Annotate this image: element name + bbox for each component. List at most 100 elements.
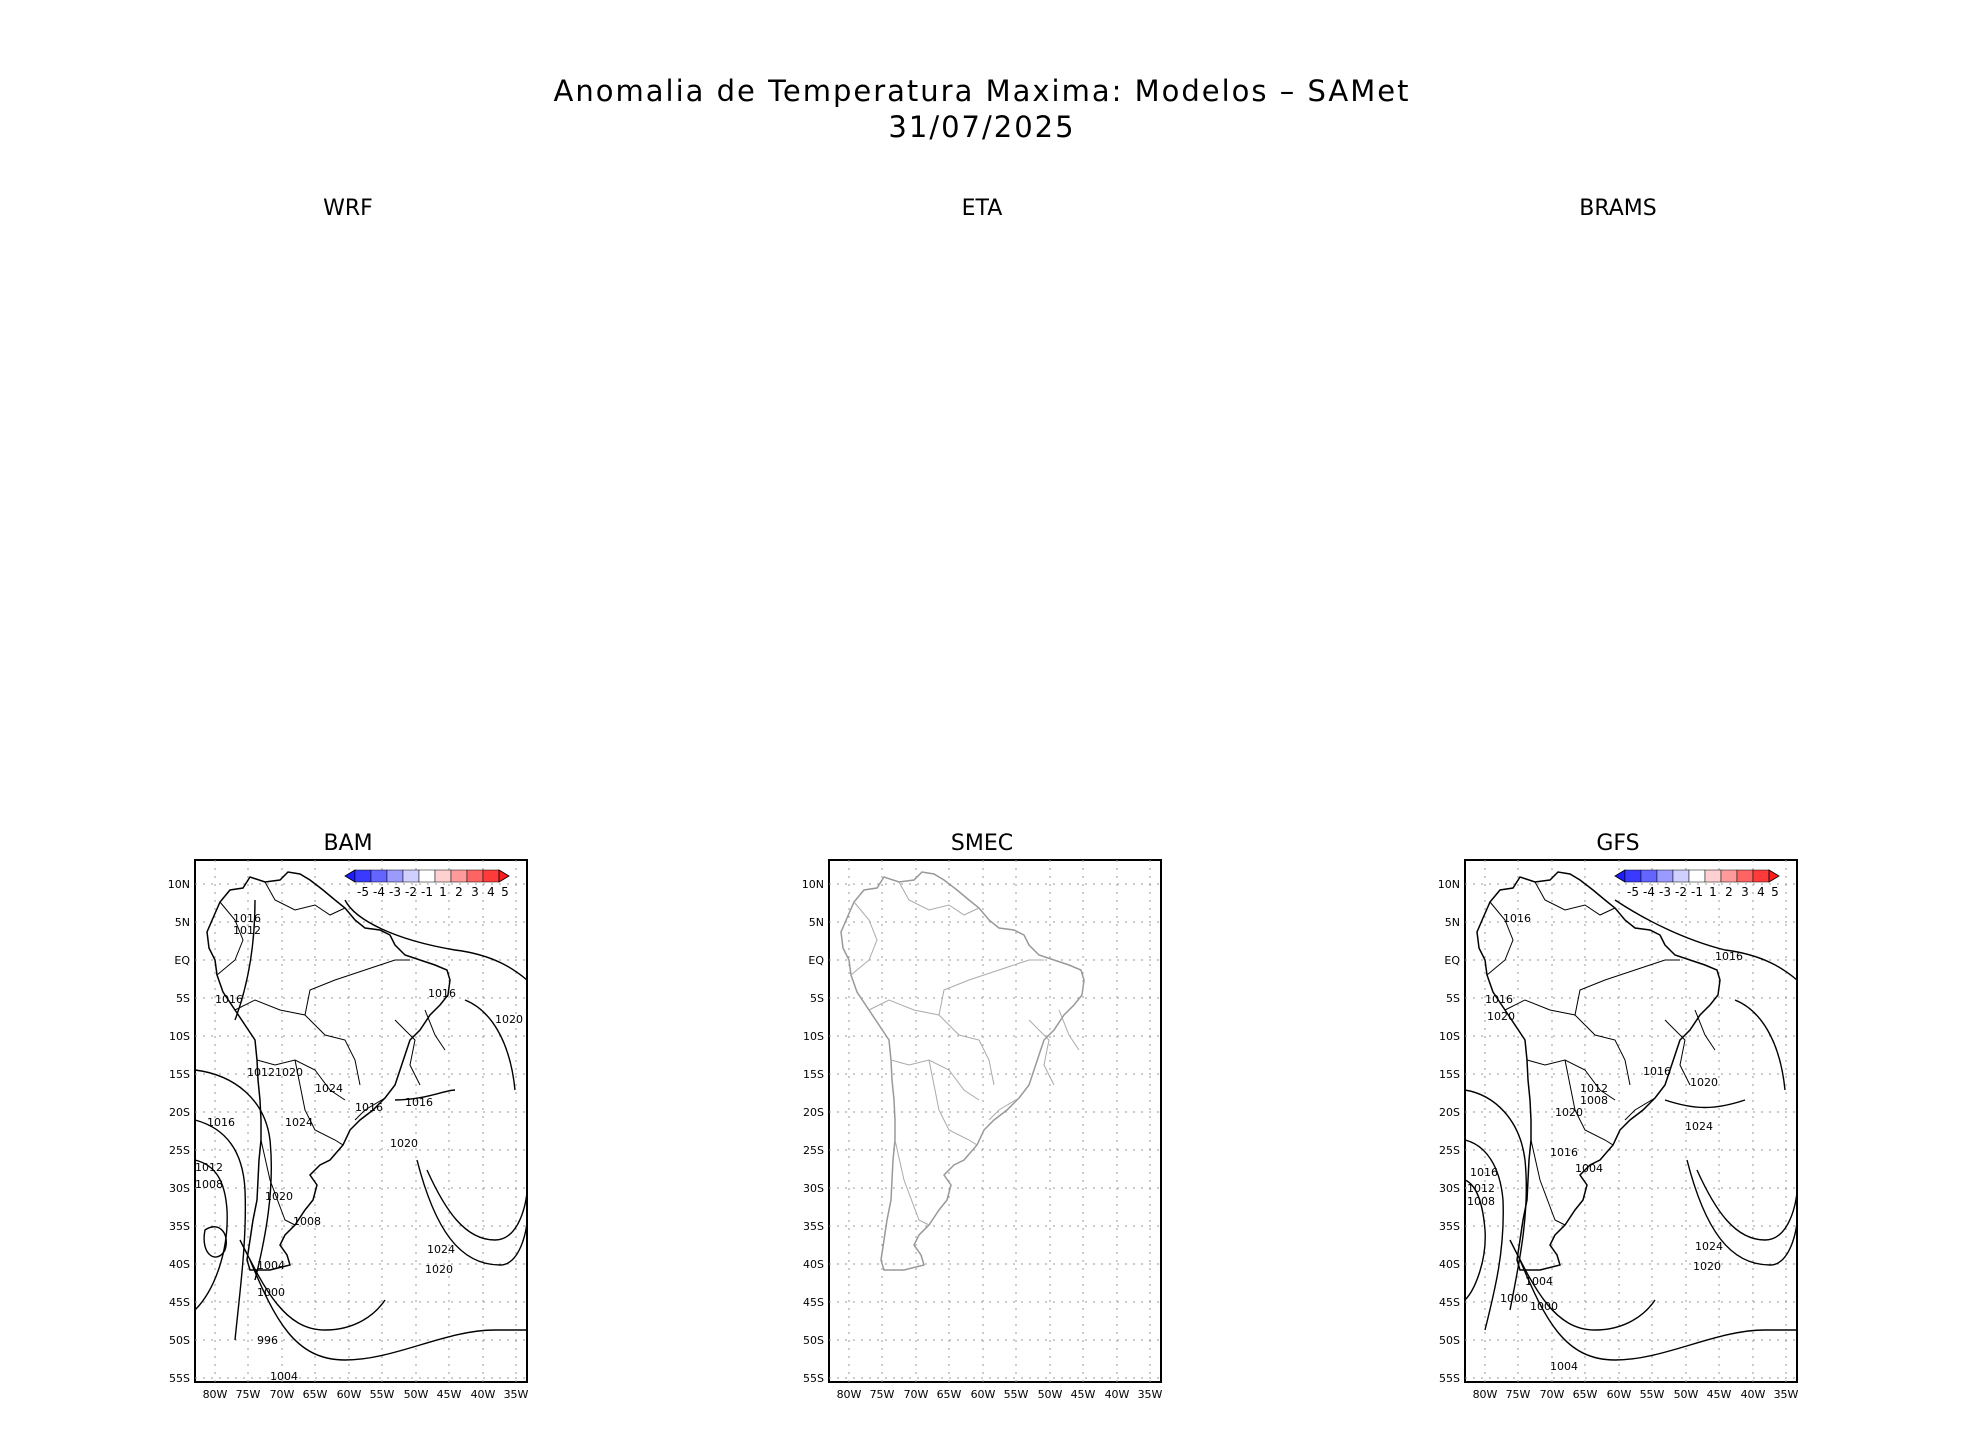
cb-label: 2 bbox=[1725, 885, 1733, 899]
cb-label: -4 bbox=[1643, 885, 1655, 899]
isobar-label: 1020 bbox=[390, 1137, 418, 1150]
panel-title-eta: ETA bbox=[961, 196, 1003, 221]
lat-tick: 25S bbox=[803, 1144, 824, 1157]
lon-tick: 75W bbox=[870, 1388, 895, 1401]
lat-tick: 45S bbox=[169, 1296, 190, 1309]
isobar-label: 1020 bbox=[1690, 1076, 1718, 1089]
lon-tick: 65W bbox=[1573, 1388, 1598, 1401]
isobar-label: 1020 bbox=[495, 1013, 523, 1026]
lon-tick: 55W bbox=[1004, 1388, 1029, 1401]
isobar-labels: 1016 1012 1016 1016 1020 1012 1020 1024 … bbox=[195, 912, 523, 1383]
lat-tick: 15S bbox=[803, 1068, 824, 1081]
isobar-label: 1008 bbox=[195, 1178, 223, 1191]
lat-tick: 40S bbox=[803, 1258, 824, 1271]
lon-tick: 50W bbox=[404, 1388, 429, 1401]
lat-tick: 25S bbox=[1439, 1144, 1460, 1157]
isobar-label: 1020 bbox=[1487, 1010, 1515, 1023]
cb-label: 4 bbox=[1757, 885, 1765, 899]
lon-tick: 75W bbox=[236, 1388, 261, 1401]
cb-label: 4 bbox=[487, 885, 495, 899]
lon-tick: 55W bbox=[1640, 1388, 1665, 1401]
isobar-label: 1008 bbox=[1580, 1094, 1608, 1107]
lat-tick: 10S bbox=[803, 1030, 824, 1043]
lon-tick: 35W bbox=[1774, 1388, 1799, 1401]
lat-tick: 15S bbox=[1439, 1068, 1460, 1081]
isobar-label: 1012 bbox=[195, 1161, 223, 1174]
borders bbox=[850, 881, 1080, 1226]
isobar-label: 1000 bbox=[1500, 1292, 1528, 1305]
isobar-label: 1024 bbox=[1695, 1240, 1723, 1253]
lat-tick: 10N bbox=[168, 878, 190, 891]
cb-label: -2 bbox=[1675, 885, 1687, 899]
isobar-label: 1020 bbox=[425, 1263, 453, 1276]
cb-label: 2 bbox=[455, 885, 463, 899]
lat-tick: 20S bbox=[169, 1106, 190, 1119]
lon-tick: 80W bbox=[1473, 1388, 1498, 1401]
lon-tick: 45W bbox=[1707, 1388, 1732, 1401]
lat-tick: 35S bbox=[1439, 1220, 1460, 1233]
panel-title-brams: BRAMS bbox=[1579, 196, 1657, 221]
isobar-label: 1016 bbox=[355, 1101, 383, 1114]
lon-tick: 60W bbox=[971, 1388, 996, 1401]
colorbar: -5 -4 -3 -2 -1 1 2 3 4 5 bbox=[1614, 869, 1780, 899]
isobar-label: 1000 bbox=[257, 1286, 285, 1299]
lat-tick: 5S bbox=[810, 992, 824, 1005]
lon-tick: 60W bbox=[337, 1388, 362, 1401]
map-panel-smec: 10N 5N EQ 5S 10S 15S 20S 25S 30S 35S 40S… bbox=[802, 859, 1163, 1401]
isobar-label: 1008 bbox=[1467, 1195, 1495, 1208]
isobars bbox=[194, 899, 528, 1361]
cb-label: 3 bbox=[1741, 885, 1749, 899]
lon-tick: 60W bbox=[1607, 1388, 1632, 1401]
lat-tick: 45S bbox=[1439, 1296, 1460, 1309]
lat-tick: 15S bbox=[169, 1068, 190, 1081]
lat-tick: EQ bbox=[1444, 954, 1460, 967]
isobar-label: 1016 bbox=[233, 912, 261, 925]
isobar-label: 1020 bbox=[1555, 1106, 1583, 1119]
lat-tick: 5N bbox=[809, 916, 824, 929]
lat-tick: 55S bbox=[169, 1372, 190, 1385]
lat-tick-labels: 10N 5N EQ 5S 10S 15S 20S 25S 30S 35S 40S… bbox=[802, 878, 825, 1385]
lon-tick: 80W bbox=[203, 1388, 228, 1401]
lon-tick: 35W bbox=[1138, 1388, 1163, 1401]
lon-tick: 70W bbox=[270, 1388, 295, 1401]
figure-date: 31/07/2025 bbox=[888, 110, 1076, 144]
lat-tick: 40S bbox=[1439, 1258, 1460, 1271]
isobar-label: 1020 bbox=[275, 1066, 303, 1079]
borders bbox=[216, 881, 446, 1226]
lat-tick: 20S bbox=[1439, 1106, 1460, 1119]
cb-label: -1 bbox=[1691, 885, 1703, 899]
lat-tick: 10S bbox=[1439, 1030, 1460, 1043]
lat-tick: 20S bbox=[803, 1106, 824, 1119]
cb-label: 3 bbox=[471, 885, 479, 899]
isobar-label: 1004 bbox=[1550, 1360, 1578, 1373]
isobar-label: 1020 bbox=[1693, 1260, 1721, 1273]
lon-tick: 40W bbox=[471, 1388, 496, 1401]
cb-label: 1 bbox=[439, 885, 447, 899]
lat-tick: 50S bbox=[1439, 1334, 1460, 1347]
lon-tick: 65W bbox=[303, 1388, 328, 1401]
isobar-label: 1012 bbox=[233, 924, 261, 937]
colorbar: -5 -4 -3 -2 -1 1 2 3 4 5 bbox=[344, 869, 510, 899]
cb-label: -4 bbox=[373, 885, 385, 899]
isobar-label: 1004 bbox=[1525, 1275, 1553, 1288]
cb-label: -3 bbox=[1659, 885, 1671, 899]
lon-tick: 40W bbox=[1741, 1388, 1766, 1401]
cb-label: 1 bbox=[1709, 885, 1717, 899]
lon-tick: 70W bbox=[904, 1388, 929, 1401]
lon-tick: 35W bbox=[504, 1388, 529, 1401]
lon-tick: 65W bbox=[937, 1388, 962, 1401]
isobar-label: 1012 bbox=[1467, 1182, 1495, 1195]
lat-tick: 30S bbox=[803, 1182, 824, 1195]
isobar-label: 1016 bbox=[405, 1096, 433, 1109]
lat-tick: 45S bbox=[803, 1296, 824, 1309]
isobar-label: 1020 bbox=[265, 1190, 293, 1203]
isobar-label: 1016 bbox=[207, 1116, 235, 1129]
lat-tick: 30S bbox=[1439, 1182, 1460, 1195]
cb-label: -5 bbox=[1627, 885, 1639, 899]
isobar-label: 1016 bbox=[1550, 1146, 1578, 1159]
lat-tick: 50S bbox=[803, 1334, 824, 1347]
lat-tick: 25S bbox=[169, 1144, 190, 1157]
isobars bbox=[1464, 899, 1798, 1361]
lat-tick: 5N bbox=[175, 916, 190, 929]
isobar-label: 1004 bbox=[257, 1259, 285, 1272]
